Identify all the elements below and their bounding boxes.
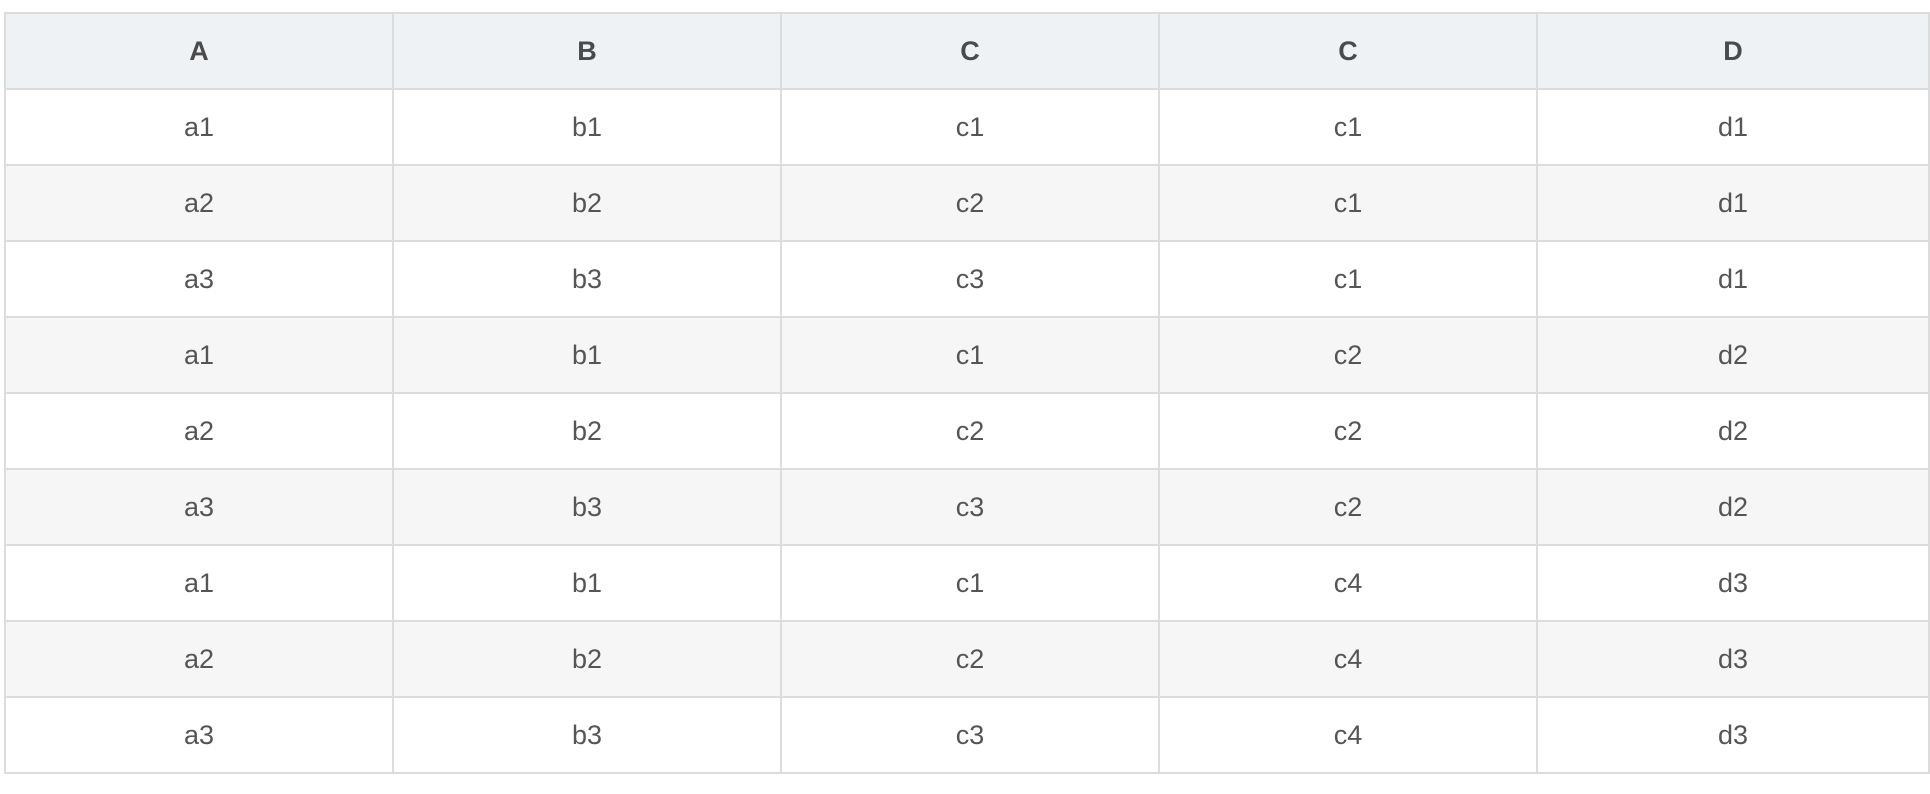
table-cell: a1: [4, 544, 394, 622]
table-cell: a2: [4, 392, 394, 470]
table-cell: d1: [1536, 240, 1930, 318]
table-cell: b2: [392, 164, 782, 242]
table-cell: c2: [780, 164, 1160, 242]
column-header: D: [1536, 12, 1930, 90]
table-cell: c1: [780, 544, 1160, 622]
table-cell: a3: [4, 240, 394, 318]
table-cell: a2: [4, 164, 394, 242]
table-row: a3 b3 c3 c1 d1: [4, 240, 1930, 318]
table-cell: c3: [780, 696, 1160, 774]
table-row: a1 b1 c1 c4 d3: [4, 544, 1930, 622]
table-row: a2 b2 c2 c2 d2: [4, 392, 1930, 470]
table-cell: c4: [1158, 544, 1538, 622]
table-cell: c2: [780, 392, 1160, 470]
column-header: B: [392, 12, 782, 90]
table-cell: a1: [4, 316, 394, 394]
table-cell: c1: [1158, 240, 1538, 318]
table-cell: c1: [780, 316, 1160, 394]
table-cell: a3: [4, 696, 394, 774]
table-cell: d3: [1536, 544, 1930, 622]
table-cell: c2: [780, 620, 1160, 698]
table-cell: c4: [1158, 620, 1538, 698]
table-cell: b1: [392, 88, 782, 166]
table-cell: c1: [1158, 88, 1538, 166]
table-cell: c1: [780, 88, 1160, 166]
table-cell: d3: [1536, 620, 1930, 698]
table-cell: b3: [392, 696, 782, 774]
table-cell: b1: [392, 316, 782, 394]
table-cell: c3: [780, 468, 1160, 546]
table-cell: b3: [392, 240, 782, 318]
table-cell: b1: [392, 544, 782, 622]
table-cell: d2: [1536, 392, 1930, 470]
table-cell: c2: [1158, 392, 1538, 470]
table-row: a2 b2 c2 c4 d3: [4, 620, 1930, 698]
table-cell: c3: [780, 240, 1160, 318]
table-cell: c4: [1158, 696, 1538, 774]
table-row: a2 b2 c2 c1 d1: [4, 164, 1930, 242]
column-header: C: [780, 12, 1160, 90]
table-cell: a1: [4, 88, 394, 166]
table-cell: b2: [392, 620, 782, 698]
table-row: a1 b1 c1 c1 d1: [4, 88, 1930, 166]
table-cell: d1: [1536, 88, 1930, 166]
table-cell: b3: [392, 468, 782, 546]
column-header: A: [4, 12, 394, 90]
table-cell: d2: [1536, 316, 1930, 394]
table-row: a3 b3 c3 c4 d3: [4, 696, 1930, 774]
table-cell: a3: [4, 468, 394, 546]
table-cell: b2: [392, 392, 782, 470]
table-cell: d2: [1536, 468, 1930, 546]
table-cell: d3: [1536, 696, 1930, 774]
table-row: a1 b1 c1 c2 d2: [4, 316, 1930, 394]
table-cell: c2: [1158, 316, 1538, 394]
column-header: C: [1158, 12, 1538, 90]
table-cell: a2: [4, 620, 394, 698]
table-cell: c2: [1158, 468, 1538, 546]
table-cell: c1: [1158, 164, 1538, 242]
table-cell: d1: [1536, 164, 1930, 242]
table-row: a3 b3 c3 c2 d2: [4, 468, 1930, 546]
